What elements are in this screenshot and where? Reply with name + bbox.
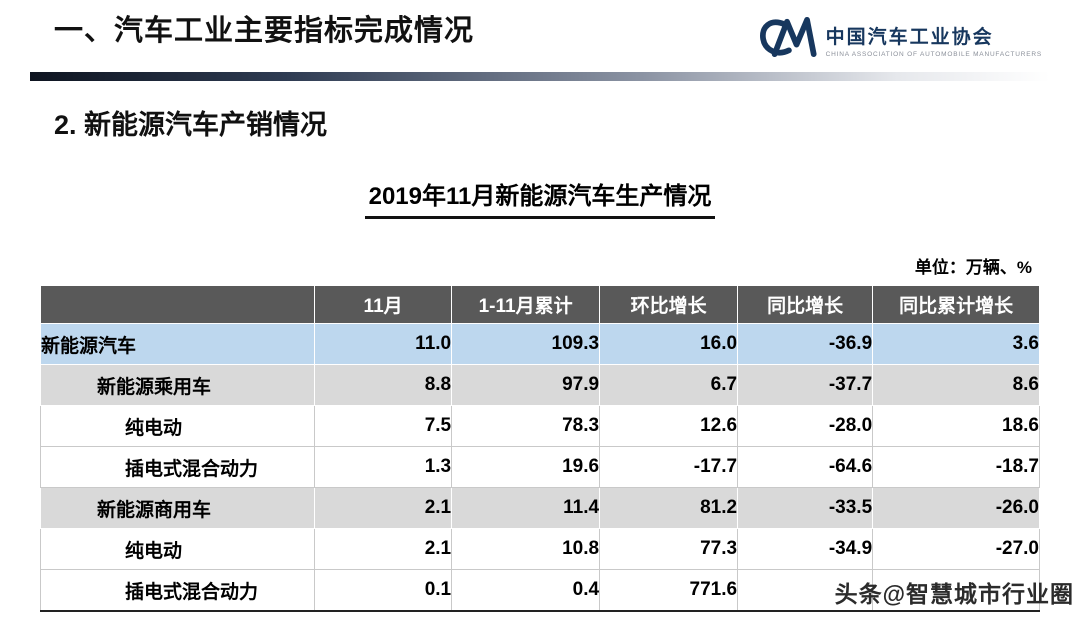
table-row: 插电式混合动力 1.3 19.6 -17.7 -64.6 -18.7 bbox=[39, 446, 1040, 488]
unit-note: 单位：万辆、% bbox=[914, 258, 1032, 277]
column-header: 1-11月累计 bbox=[451, 285, 601, 324]
row-label: 插电式混合动力 bbox=[39, 446, 316, 488]
value-cell: 16.0 bbox=[599, 323, 739, 365]
value-cell: 18.6 bbox=[872, 405, 1040, 447]
table-title-wrap: 2019年11月新能源汽车生产情况 bbox=[0, 176, 1080, 219]
watermark: 头条@智慧城市行业圈 bbox=[834, 581, 1074, 607]
row-label: 纯电动 bbox=[39, 528, 316, 570]
value-cell: -64.6 bbox=[737, 446, 874, 488]
column-header bbox=[39, 285, 316, 324]
value-cell: 1.3 bbox=[314, 446, 453, 488]
row-label: 插电式混合动力 bbox=[39, 569, 316, 612]
value-cell: 109.3 bbox=[451, 323, 601, 365]
column-header: 环比增长 bbox=[599, 285, 739, 324]
value-cell: -18.7 bbox=[872, 446, 1040, 488]
org-name: 中国汽车工业协会 bbox=[825, 26, 994, 48]
row-label: 纯电动 bbox=[39, 405, 316, 447]
section-title: 2. 新能源汽车产销情况 bbox=[54, 110, 328, 140]
value-cell: -26.0 bbox=[872, 487, 1040, 529]
value-cell: -36.9 bbox=[737, 323, 874, 365]
value-cell: 7.5 bbox=[314, 405, 453, 447]
value-cell: -34.9 bbox=[737, 528, 874, 570]
table-header-row: 11月 1-11月累计 环比增长 同比增长 同比累计增长 bbox=[39, 285, 1040, 324]
row-label: 新能源商用车 bbox=[39, 487, 316, 529]
value-cell: 3.6 bbox=[872, 323, 1040, 365]
production-table: 11月 1-11月累计 环比增长 同比增长 同比累计增长 新能源汽车 11.0 109.3 1… bbox=[39, 285, 1040, 612]
row-label: 新能源汽车 bbox=[39, 323, 316, 365]
header: 一、汽车工业主要指标完成情况 中国汽车工业协会 CHINA ASSOCIATIO… bbox=[0, 0, 1080, 63]
value-cell: 97.9 bbox=[451, 364, 601, 406]
column-header: 同比增长 bbox=[737, 285, 874, 324]
value-cell: 81.2 bbox=[599, 487, 739, 529]
value-cell: 2.1 bbox=[314, 487, 453, 529]
value-cell: 8.8 bbox=[314, 364, 453, 406]
value-cell: -33.5 bbox=[737, 487, 874, 529]
value-cell: -37.7 bbox=[737, 364, 874, 406]
value-cell: 6.7 bbox=[599, 364, 739, 406]
table-row: 纯电动 7.5 78.3 12.6 -28.0 18.6 bbox=[39, 405, 1040, 447]
org-subtitle: CHINA ASSOCIATION OF AUTOMOBILE MANUFACT… bbox=[825, 50, 1042, 58]
table-title: 2019年11月新能源汽车生产情况 bbox=[364, 176, 716, 219]
value-cell: 2.1 bbox=[314, 528, 453, 570]
table-row: 新能源汽车 11.0 109.3 16.0 -36.9 3.6 bbox=[39, 323, 1040, 365]
value-cell bbox=[872, 569, 1040, 612]
header-divider bbox=[30, 72, 1050, 81]
value-cell: 78.3 bbox=[451, 405, 601, 447]
row-label: 新能源乘用车 bbox=[39, 364, 316, 406]
value-cell: 11.0 bbox=[314, 323, 453, 365]
value-cell: -28.0 bbox=[737, 405, 874, 447]
column-header: 同比累计增长 bbox=[872, 285, 1040, 324]
value-cell: 11.4 bbox=[451, 487, 601, 529]
value-cell: 771.6 bbox=[599, 569, 739, 612]
caam-logo-icon bbox=[756, 16, 818, 63]
table-row: 纯电动 2.1 10.8 77.3 -34.9 -27.0 bbox=[39, 528, 1040, 570]
value-cell bbox=[737, 569, 874, 612]
table-row: 插电式混合动力 0.1 0.4 771.6 bbox=[39, 569, 1040, 612]
value-cell: 77.3 bbox=[599, 528, 739, 570]
page-title: 一、汽车工业主要指标完成情况 bbox=[54, 15, 475, 47]
value-cell: 10.8 bbox=[451, 528, 601, 570]
table-row: 新能源商用车 2.1 11.4 81.2 -33.5 -26.0 bbox=[39, 487, 1040, 529]
value-cell: 19.6 bbox=[451, 446, 601, 488]
caam-logo: 中国汽车工业协会 CHINA ASSOCIATION OF AUTOMOBILE… bbox=[756, 16, 1042, 63]
column-header: 11月 bbox=[314, 285, 453, 324]
value-cell: 8.6 bbox=[872, 364, 1040, 406]
caam-logo-text: 中国汽车工业协会 CHINA ASSOCIATION OF AUTOMOBILE… bbox=[826, 22, 1042, 58]
table-row: 新能源乘用车 8.8 97.9 6.7 -37.7 8.6 bbox=[39, 364, 1040, 406]
value-cell: -17.7 bbox=[599, 446, 739, 488]
value-cell: 12.6 bbox=[599, 405, 739, 447]
value-cell: 0.4 bbox=[451, 569, 601, 612]
value-cell: -27.0 bbox=[872, 528, 1040, 570]
value-cell: 0.1 bbox=[314, 569, 453, 612]
